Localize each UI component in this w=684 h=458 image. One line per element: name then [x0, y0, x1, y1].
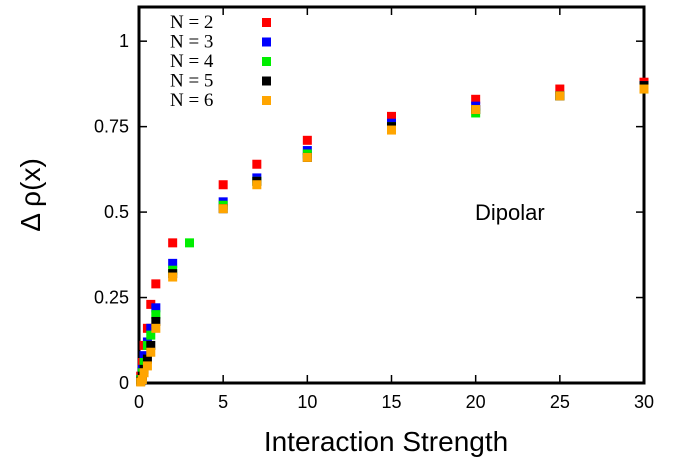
- x-tick-label: 25: [550, 392, 570, 412]
- x-tick-label: 10: [297, 392, 317, 412]
- y-tick-label: 0.5: [104, 202, 129, 222]
- y-tick-label: 0: [119, 373, 129, 393]
- x-tick-label: 5: [218, 392, 228, 412]
- x-axis-title: Interaction Strength: [264, 426, 508, 457]
- data-marks: [136, 77, 649, 387]
- y-tick-label: 0.25: [94, 288, 129, 308]
- data-point: [471, 105, 481, 115]
- annotation-label: Dipolar: [475, 200, 545, 225]
- x-tick-label: 20: [466, 392, 486, 412]
- data-point: [168, 258, 178, 268]
- y-tick-label: 1: [119, 31, 129, 51]
- data-point: [555, 91, 565, 101]
- plot-frame: [137, 5, 646, 385]
- legend-label: N = 2: [170, 12, 213, 33]
- legend-marker: [262, 18, 271, 27]
- legend: N = 2N = 3N = 4N = 5N = 6: [170, 12, 271, 111]
- data-point: [151, 310, 161, 320]
- data-point: [168, 238, 178, 248]
- x-tick-label: 15: [381, 392, 401, 412]
- data-point: [252, 159, 262, 169]
- data-point: [151, 323, 161, 333]
- data-point: [146, 323, 156, 333]
- legend-label: N = 5: [170, 71, 213, 92]
- legend-marker: [262, 57, 271, 66]
- data-point: [555, 84, 565, 94]
- data-point: [151, 279, 161, 289]
- data-point: [137, 375, 147, 385]
- y-axis-title: Δ ρ(x): [15, 158, 46, 232]
- data-point: [302, 152, 312, 162]
- legend-marker: [262, 96, 271, 105]
- data-point: [302, 135, 312, 145]
- data-point: [387, 111, 396, 121]
- legend-label: N = 3: [170, 32, 213, 53]
- data-point: [146, 347, 156, 357]
- axis-ticks: 0 5 10 15 20 25 30 0 0.25 0.5 0.75 1: [94, 7, 654, 412]
- data-point: [151, 316, 161, 326]
- data-point: [142, 361, 152, 371]
- data-point: [252, 180, 262, 190]
- data-point: [387, 125, 396, 135]
- data-point: [168, 272, 178, 282]
- legend-label: N = 6: [170, 90, 213, 111]
- x-tick-label: 0: [134, 392, 144, 412]
- data-point: [146, 330, 156, 340]
- legend-marker: [262, 37, 271, 47]
- legend-label: N = 4: [170, 51, 214, 72]
- data-point: [218, 204, 228, 214]
- data-point: [139, 368, 149, 378]
- data-point: [146, 340, 156, 350]
- legend-marker: [262, 76, 271, 86]
- data-point: [471, 94, 481, 104]
- data-point: [142, 354, 152, 364]
- x-tick-label: 30: [634, 392, 654, 412]
- data-point: [185, 238, 194, 248]
- y-tick-label: 0.75: [94, 117, 129, 137]
- data-point: [146, 299, 156, 309]
- data-point: [639, 84, 649, 94]
- data-point: [218, 180, 228, 190]
- data-point: [151, 303, 161, 313]
